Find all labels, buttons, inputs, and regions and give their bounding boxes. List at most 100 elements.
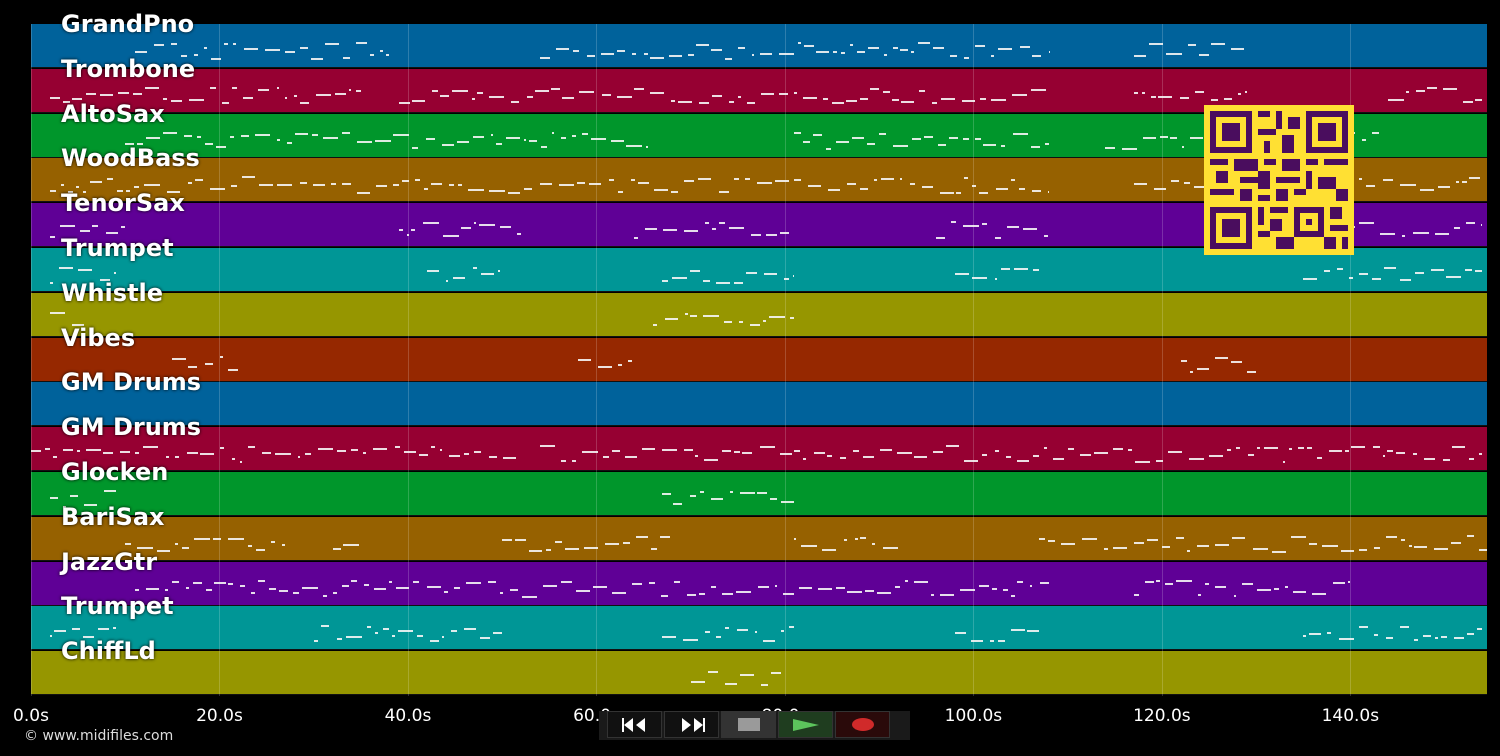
time-tick-label: 140.0s [1321, 706, 1380, 726]
note [174, 542, 179, 545]
note [572, 459, 576, 462]
note [745, 178, 751, 181]
note [100, 94, 113, 97]
note [348, 89, 352, 92]
track-lane[interactable] [31, 427, 1487, 472]
note [1171, 180, 1179, 183]
note [1382, 455, 1386, 458]
note [930, 593, 934, 596]
note [983, 143, 997, 146]
note [264, 48, 280, 51]
track-lane[interactable] [31, 516, 1487, 561]
note [539, 182, 553, 185]
note [913, 455, 927, 458]
fast-forward-button[interactable] [664, 711, 719, 738]
note [165, 456, 169, 459]
note [757, 492, 767, 495]
note [783, 277, 790, 280]
note [114, 272, 116, 275]
track-lane[interactable] [31, 248, 1487, 292]
note [783, 593, 794, 596]
note [705, 221, 709, 224]
note [1215, 356, 1229, 359]
note [994, 236, 1002, 239]
note [232, 43, 237, 46]
note [1033, 455, 1039, 458]
note [449, 184, 455, 187]
note [375, 139, 391, 142]
note [464, 628, 476, 631]
note [523, 187, 533, 190]
track-lane[interactable] [31, 606, 1487, 651]
note [1247, 454, 1255, 457]
note [80, 230, 90, 233]
copyright-text: © www.midifiles.com [24, 728, 174, 744]
note [479, 224, 495, 227]
track-lane[interactable] [31, 337, 1487, 382]
note [145, 136, 160, 139]
track-lane[interactable] [31, 561, 1487, 606]
note [1143, 136, 1156, 139]
note [962, 100, 976, 102]
note [1180, 359, 1188, 362]
note [689, 494, 696, 497]
note [163, 131, 177, 134]
note [962, 138, 970, 141]
note [370, 53, 374, 56]
track-lane[interactable] [31, 24, 1487, 68]
note [797, 42, 801, 45]
note [1187, 550, 1191, 553]
note [856, 51, 865, 54]
track-lane[interactable] [31, 382, 1487, 427]
note [551, 132, 555, 135]
note [1246, 371, 1257, 374]
play-button[interactable] [778, 711, 833, 738]
note [1133, 541, 1144, 544]
note [99, 279, 110, 282]
note [1322, 545, 1338, 548]
note [411, 147, 419, 150]
note [593, 585, 607, 588]
note [471, 97, 475, 100]
note [763, 320, 766, 323]
note [1053, 458, 1064, 461]
rewind-button[interactable] [607, 711, 662, 738]
note [196, 136, 201, 139]
note [770, 671, 782, 674]
note [555, 47, 569, 50]
note [711, 94, 722, 97]
note [913, 580, 929, 583]
note [1093, 451, 1109, 454]
note [83, 191, 87, 194]
track-lane[interactable] [31, 651, 1487, 696]
note [426, 585, 442, 588]
note [698, 102, 709, 105]
track-lane[interactable] [31, 292, 1487, 337]
note [1232, 537, 1245, 540]
note [662, 448, 677, 451]
note [187, 365, 198, 368]
note [441, 635, 445, 638]
note [765, 233, 777, 236]
note [1385, 536, 1398, 539]
note [1467, 535, 1475, 538]
note [816, 50, 830, 53]
note [1011, 595, 1015, 598]
note [188, 99, 204, 102]
note [847, 182, 856, 185]
note [143, 446, 158, 449]
note [1112, 447, 1124, 450]
note [910, 183, 915, 186]
note [72, 324, 84, 327]
note [995, 187, 1008, 190]
note [683, 638, 698, 641]
note [231, 458, 235, 461]
record-button[interactable] [835, 711, 890, 738]
track-lane[interactable] [31, 472, 1487, 516]
note [209, 87, 217, 90]
note [715, 281, 731, 284]
note [939, 191, 954, 194]
note [775, 180, 790, 182]
note [204, 362, 214, 365]
stop-button[interactable] [721, 711, 776, 738]
